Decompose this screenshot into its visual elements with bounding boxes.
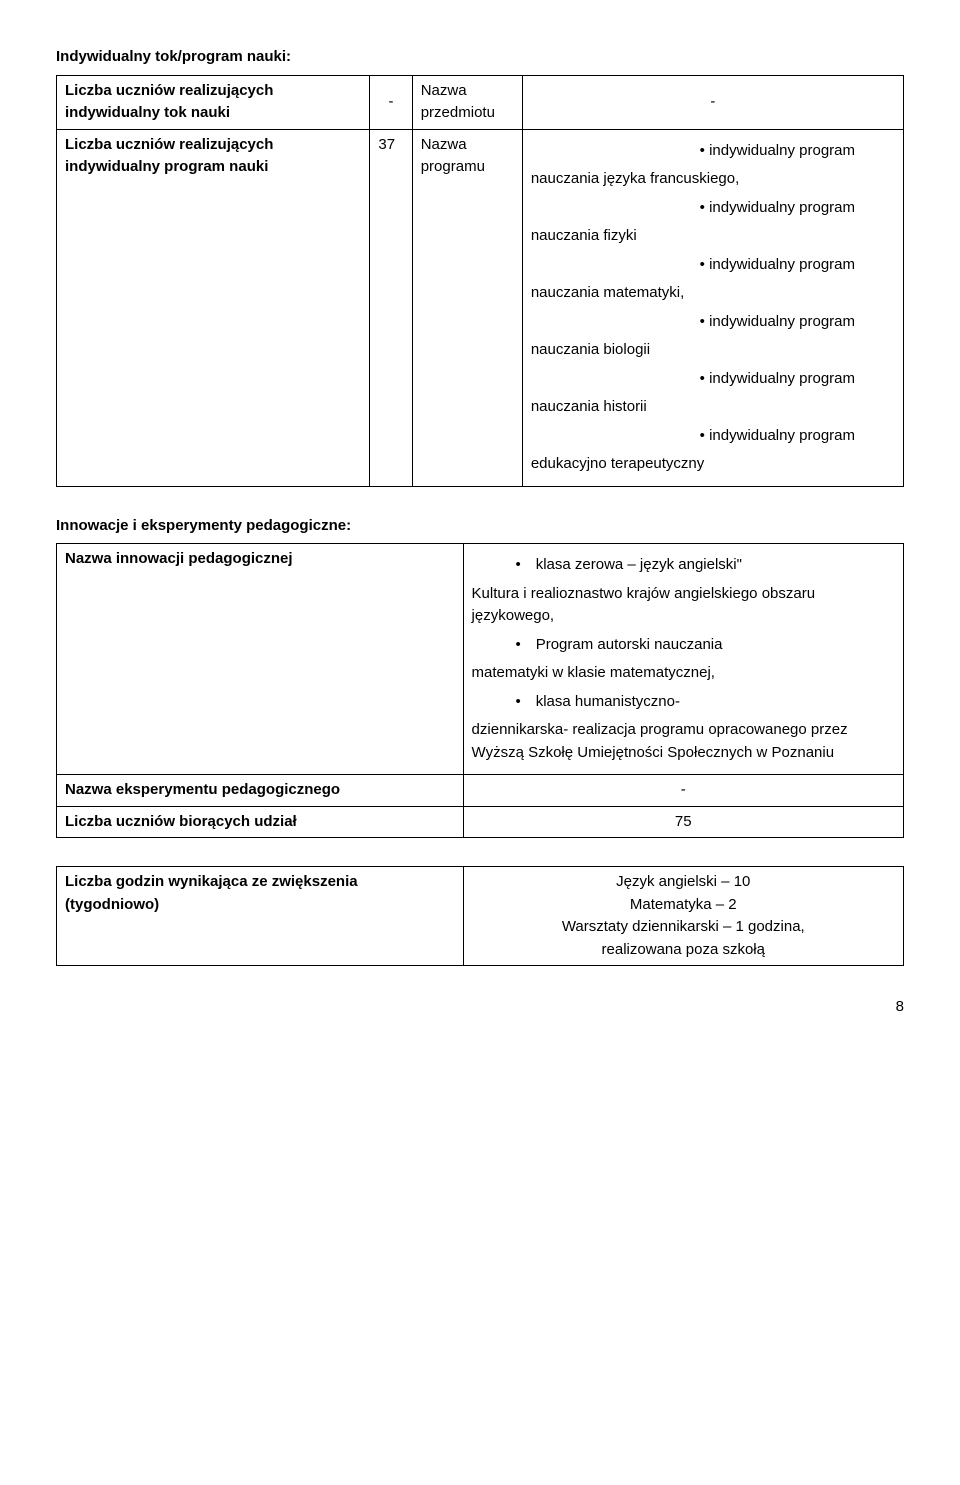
table-row: Nazwa eksperymentu pedagogicznego - bbox=[57, 775, 904, 807]
godz-label: Liczba godzin wynikająca ze zwiększenia … bbox=[57, 867, 464, 966]
godz-value: Język angielski – 10Matematyka – 2Warszt… bbox=[463, 867, 903, 966]
result-line: realizowana poza szkołą bbox=[472, 939, 895, 962]
list-item: • indywidualny program bbox=[531, 140, 895, 163]
table-row: Nazwa innowacji pedagogicznej • klasa ze… bbox=[57, 544, 904, 775]
table-row: Liczba uczniów biorących udział 75 bbox=[57, 806, 904, 838]
list-item-cont: matematyki w klasie matematycznej, bbox=[472, 662, 895, 685]
list-item-cont: nauczania matematyki, bbox=[531, 282, 895, 305]
row1-value: - bbox=[522, 75, 903, 129]
list-item: • indywidualny program bbox=[531, 311, 895, 334]
row2-type-label: Nazwa programu bbox=[412, 129, 522, 486]
list-item-cont: nauczania historii bbox=[531, 396, 895, 419]
innow-row3-value: 75 bbox=[463, 806, 903, 838]
program-list: • indywidualny program nauczania języka f… bbox=[531, 140, 895, 476]
table-innowacje: Nazwa innowacji pedagogicznej • klasa ze… bbox=[56, 543, 904, 838]
table-godziny: Liczba godzin wynikająca ze zwiększenia … bbox=[56, 866, 904, 966]
list-item-cont: edukacyjno terapeutyczny bbox=[531, 453, 895, 476]
table-row: Liczba uczniów realizujących indywidualn… bbox=[57, 75, 904, 129]
list-item-cont: nauczania języka francuskiego, bbox=[531, 168, 895, 191]
innow-row1-label: Nazwa innowacji pedagogicznej bbox=[57, 544, 464, 775]
row2-programs: • indywidualny program nauczania języka f… bbox=[522, 129, 903, 486]
row1-type-label: Nazwa przedmiotu bbox=[412, 75, 522, 129]
list-item: • indywidualny program bbox=[531, 425, 895, 448]
result-line: Matematyka – 2 bbox=[472, 894, 895, 917]
innow-row1-value: • klasa zerowa – język angielski" Kultura… bbox=[463, 544, 903, 775]
page-number: 8 bbox=[56, 996, 904, 1019]
list-item: • klasa humanistyczno- bbox=[472, 691, 895, 714]
row1-label: Liczba uczniów realizujących indywidualn… bbox=[57, 75, 370, 129]
section2-title: Innowacje i eksperymenty pedagogiczne: bbox=[56, 515, 904, 538]
innow-row3-label: Liczba uczniów biorących udział bbox=[57, 806, 464, 838]
godziny-lines: Język angielski – 10Matematyka – 2Warszt… bbox=[472, 871, 895, 961]
innowacje-list: • klasa zerowa – język angielski" Kultura… bbox=[472, 554, 895, 764]
row1-count: - bbox=[370, 75, 412, 129]
result-line: Warsztaty dziennikarski – 1 godzina, bbox=[472, 916, 895, 939]
list-item-cont: nauczania fizyki bbox=[531, 225, 895, 248]
list-item: • indywidualny program bbox=[531, 254, 895, 277]
row2-count: 37 bbox=[370, 129, 412, 486]
section1-title: Indywidualny tok/program nauki: bbox=[56, 46, 904, 69]
table-row: Liczba godzin wynikająca ze zwiększenia … bbox=[57, 867, 904, 966]
innow-row2-value: - bbox=[463, 775, 903, 807]
list-item: • klasa zerowa – język angielski" bbox=[472, 554, 895, 577]
table-row: Liczba uczniów realizujących indywidualn… bbox=[57, 129, 904, 486]
list-item-cont: Kultura i realioznastwo krajów angielski… bbox=[472, 583, 895, 628]
table-tok-program: Liczba uczniów realizujących indywidualn… bbox=[56, 75, 904, 487]
list-item-cont: dziennikarska- realizacja programu oprac… bbox=[472, 719, 895, 764]
row2-label: Liczba uczniów realizujących indywidualn… bbox=[57, 129, 370, 486]
list-item: • Program autorski nauczania bbox=[472, 634, 895, 657]
innow-row2-label: Nazwa eksperymentu pedagogicznego bbox=[57, 775, 464, 807]
list-item: • indywidualny program bbox=[531, 368, 895, 391]
result-line: Język angielski – 10 bbox=[472, 871, 895, 894]
list-item: • indywidualny program bbox=[531, 197, 895, 220]
list-item-cont: nauczania biologii bbox=[531, 339, 895, 362]
